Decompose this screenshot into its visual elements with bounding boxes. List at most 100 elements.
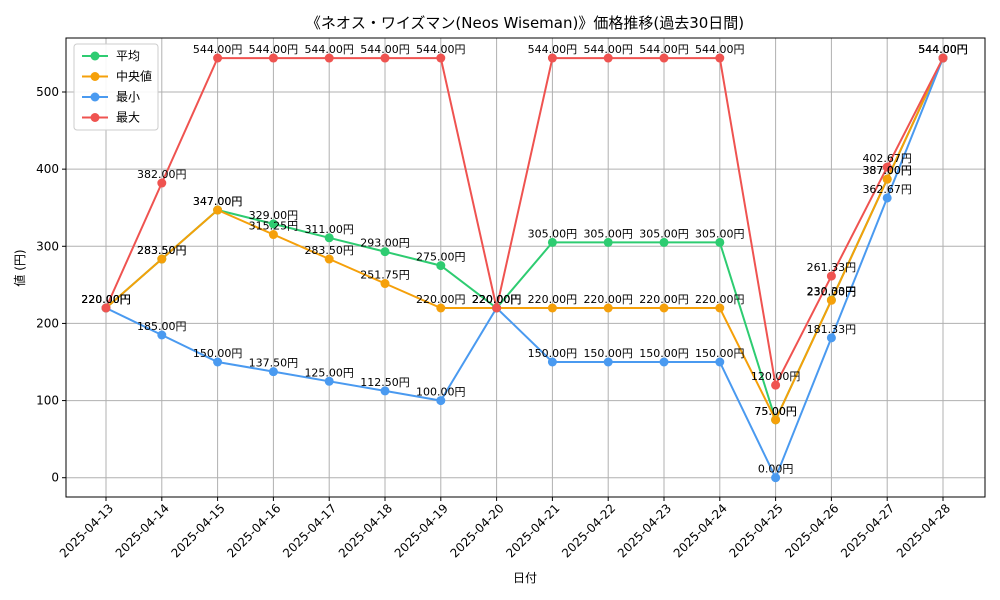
- data-point: [213, 357, 223, 367]
- data-label: 387.00円: [862, 164, 912, 177]
- data-point: [771, 380, 781, 390]
- data-label: 220.00円: [583, 293, 633, 306]
- data-labels: 220.00円 283.50円 347.00円 329.00円 311.00円 293.0…: [81, 43, 968, 476]
- series-lines: [105, 57, 944, 481]
- data-label: 315.25円: [249, 220, 299, 233]
- legend-label: 最大: [116, 111, 140, 125]
- series-points: [101, 53, 948, 483]
- data-point: [603, 357, 613, 367]
- legend-marker: [90, 51, 100, 61]
- data-point: [938, 53, 948, 63]
- y-tick-label: 200: [36, 316, 59, 330]
- data-label: 329.00円: [249, 209, 299, 222]
- data-label: 544.00円: [918, 43, 968, 56]
- data-point: [715, 303, 725, 313]
- data-point: [882, 174, 892, 184]
- data-label: 305.00円: [695, 227, 745, 240]
- data-point: [659, 53, 669, 63]
- data-label: 544.00円: [360, 43, 410, 56]
- data-point: [101, 303, 111, 313]
- x-axis-label: 日付: [513, 571, 537, 585]
- data-label: 75.00円: [754, 405, 797, 418]
- data-label: 0.00円: [758, 463, 794, 476]
- data-label: 220.00円: [81, 293, 131, 306]
- series-line-1: [105, 57, 944, 423]
- data-label: 137.50円: [249, 357, 299, 370]
- data-point: [324, 254, 334, 264]
- data-point: [380, 247, 390, 257]
- data-label: 230.33円: [807, 285, 857, 298]
- data-label: 112.50円: [360, 376, 410, 389]
- data-label: 150.00円: [695, 347, 745, 360]
- data-point: [436, 303, 446, 313]
- data-label: 75.00円: [754, 405, 797, 418]
- data-point: [603, 237, 613, 247]
- data-label: 220.00円: [472, 293, 522, 306]
- data-point: [157, 330, 167, 340]
- legend-label: 最小: [116, 90, 140, 104]
- data-point: [268, 219, 278, 229]
- data-point: [268, 53, 278, 63]
- data-label: 150.00円: [639, 347, 689, 360]
- data-label: 100.00円: [416, 386, 466, 399]
- data-label: 220.00円: [416, 293, 466, 306]
- data-point: [324, 376, 334, 386]
- legend-label: 平均: [116, 49, 140, 63]
- y-tick-label: 400: [36, 162, 59, 176]
- data-label: 544.00円: [304, 43, 354, 56]
- data-label: 220.00円: [81, 293, 131, 306]
- data-label: 283.50円: [137, 244, 187, 257]
- data-label: 220.00円: [528, 293, 578, 306]
- data-point: [213, 53, 223, 63]
- data-label: 220.00円: [472, 293, 522, 306]
- data-label: 181.33円: [807, 323, 857, 336]
- data-label: 544.00円: [193, 43, 243, 56]
- data-label: 185.00円: [137, 320, 187, 333]
- data-label: 150.00円: [583, 347, 633, 360]
- legend-marker: [90, 72, 100, 81]
- legend-label: 中央値: [116, 69, 152, 84]
- data-label: 293.00円: [360, 237, 410, 250]
- data-label: 220.00円: [695, 293, 745, 306]
- data-point: [547, 237, 557, 247]
- data-point: [715, 53, 725, 63]
- data-point: [324, 53, 334, 63]
- plot-frame: [65, 37, 986, 498]
- data-label: 311.00円: [304, 223, 354, 236]
- data-point: [380, 53, 390, 63]
- data-point: [659, 357, 669, 367]
- y-tick-label: 300: [36, 239, 59, 253]
- data-point: [603, 303, 613, 313]
- data-label: 387.00円: [862, 164, 912, 177]
- y-axis-label: 値 (円): [12, 249, 27, 286]
- data-label: 220.00円: [472, 293, 522, 306]
- data-point: [157, 178, 167, 188]
- data-point: [547, 53, 557, 63]
- data-point: [380, 386, 390, 396]
- data-label: 283.50円: [304, 244, 354, 257]
- data-label: 544.00円: [918, 43, 968, 56]
- data-point: [826, 295, 836, 305]
- legend-box: [73, 43, 159, 131]
- data-label: 220.00円: [81, 293, 131, 306]
- data-point: [324, 233, 334, 243]
- data-point: [268, 230, 278, 240]
- data-point: [715, 237, 725, 247]
- data-point: [436, 53, 446, 63]
- legend-marker: [90, 92, 100, 102]
- data-point: [715, 357, 725, 367]
- data-point: [659, 237, 669, 247]
- data-label: 150.00円: [528, 347, 578, 360]
- y-tick-label: 0: [51, 471, 59, 485]
- data-label: 544.00円: [918, 43, 968, 56]
- data-point: [826, 271, 836, 281]
- y-tick-label: 500: [36, 85, 59, 99]
- data-label: 305.00円: [639, 227, 689, 240]
- data-point: [436, 396, 446, 406]
- data-label: 220.00円: [472, 293, 522, 306]
- data-point: [436, 261, 446, 271]
- data-label: 544.00円: [583, 43, 633, 56]
- legend-marker: [90, 113, 100, 122]
